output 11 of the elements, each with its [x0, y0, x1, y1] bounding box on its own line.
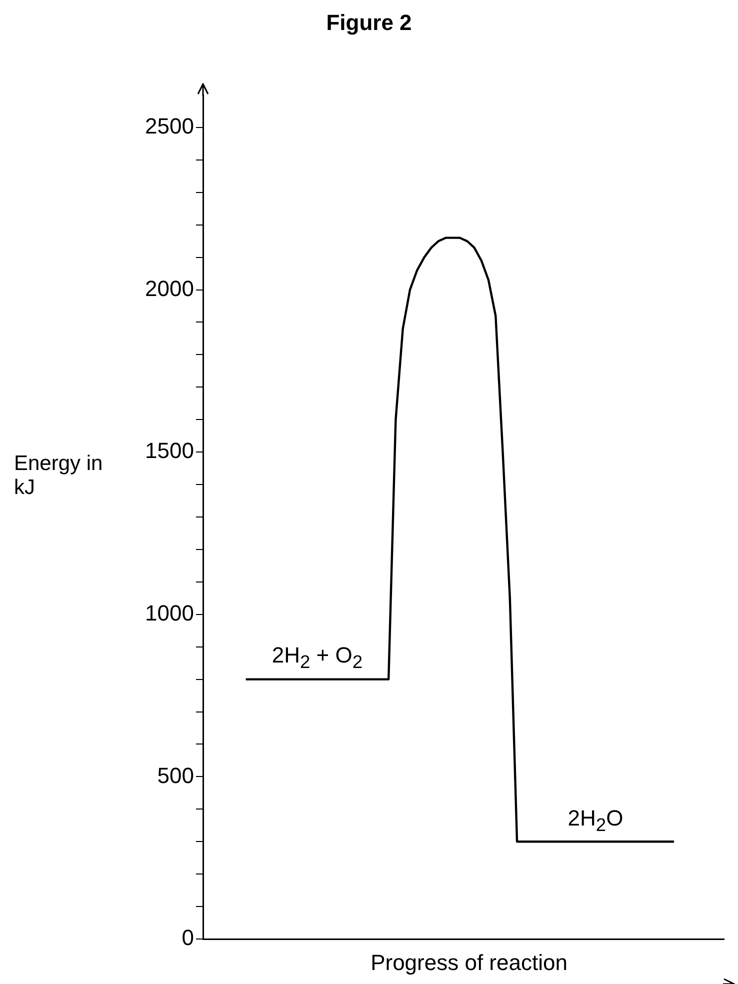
annotation: 2H$_{2}$ + O$_{2}$ [272, 642, 363, 674]
y-tick-label: 1000 [145, 600, 194, 626]
y-tick-label: 1500 [145, 438, 194, 464]
x-axis-title: Progress of reaction [370, 950, 568, 976]
annotation: 2H$_{2}$O [568, 805, 624, 836]
y-tick-label: 500 [157, 762, 194, 788]
y-axis-title: Energy in kJ [14, 452, 104, 500]
y-tick-label: 2500 [145, 114, 194, 139]
chart-title: Figure 2 [325, 10, 413, 36]
y-tick-label: 0 [182, 925, 194, 950]
y-tick-label: 2000 [145, 276, 194, 301]
